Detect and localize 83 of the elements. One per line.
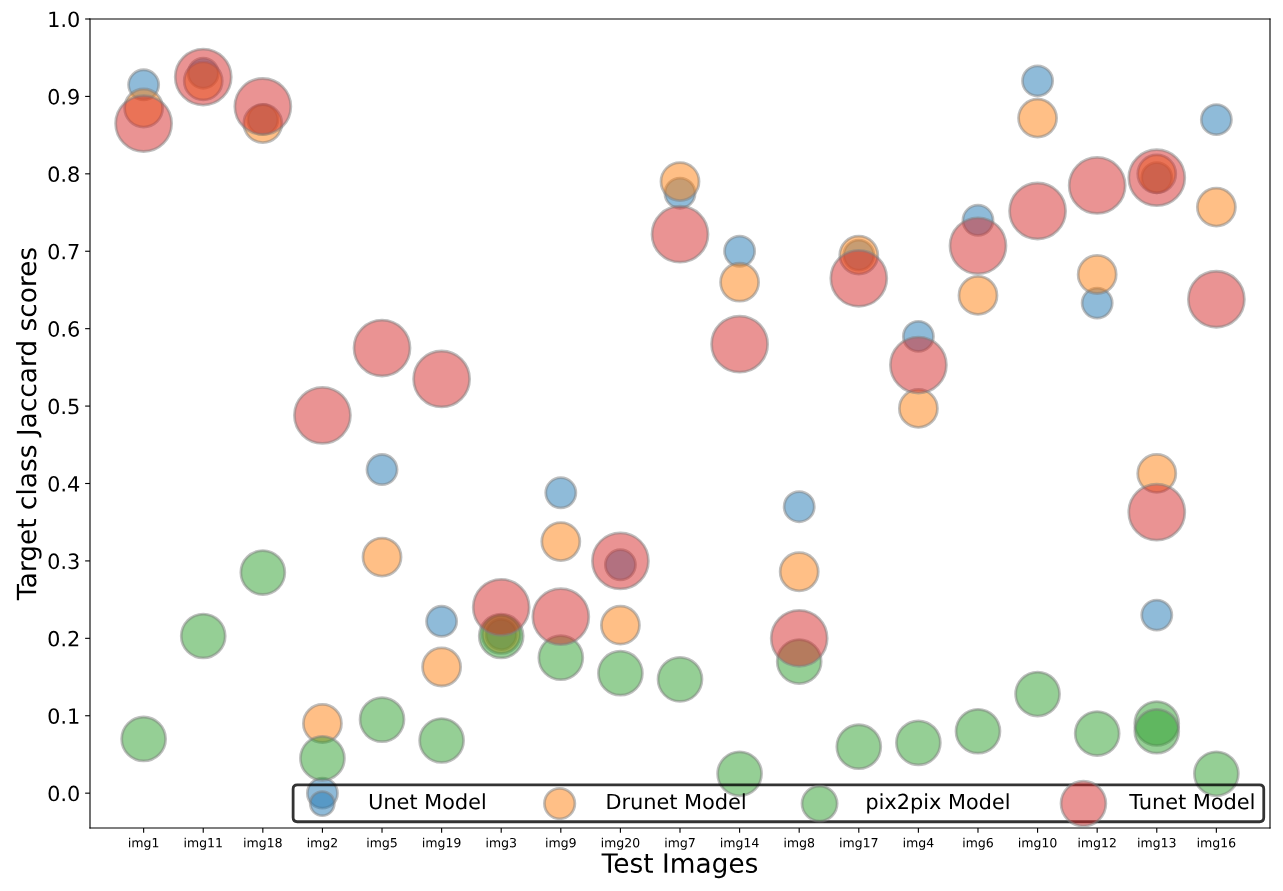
point (299, 734, 346, 782)
point (650, 204, 710, 264)
y-axis-title: Target class Jaccard scores (16, 248, 42, 601)
point (954, 707, 1002, 755)
y-tick-label: 1.0 (49, 11, 79, 28)
point (948, 216, 1008, 276)
point (544, 476, 578, 510)
point (358, 696, 406, 743)
x-tick-label: img3 (486, 837, 516, 850)
point (421, 646, 463, 688)
point (957, 274, 999, 316)
y-tick-label: 0.3 (48, 553, 79, 570)
legend-label: Tunet Model (1129, 793, 1254, 810)
point (710, 314, 769, 374)
x-tick-label: img2 (307, 837, 337, 850)
legend-label: pix2pix Model (867, 793, 1009, 814)
point (239, 549, 287, 596)
x-tick-label: img11 (184, 837, 222, 850)
point (293, 385, 352, 445)
legend-label: Drunet Model (607, 793, 745, 810)
x-tick-label: img5 (367, 837, 397, 850)
point (597, 649, 644, 697)
legend-label: Unet Model (369, 793, 485, 810)
x-axis-title: Test Images (601, 853, 758, 879)
x-tick-label: img8 (784, 837, 815, 850)
point (1076, 254, 1118, 295)
point (889, 335, 948, 395)
y-tick-label: 0.6 (48, 321, 79, 337)
x-tick-label: img20 (601, 837, 640, 850)
x-tick-label: img16 (1197, 837, 1236, 850)
point (778, 551, 820, 593)
point (1140, 598, 1174, 632)
point (1067, 156, 1127, 215)
point (895, 719, 942, 767)
point (1008, 181, 1067, 241)
x-tick-label: img9 (546, 837, 576, 850)
y-tick-label: 0.7 (48, 243, 79, 260)
point (600, 604, 641, 646)
point (425, 604, 459, 638)
point (659, 161, 701, 202)
x-tick-label: img19 (423, 837, 461, 850)
point (179, 612, 227, 660)
point (233, 77, 293, 136)
point (829, 248, 889, 308)
point (719, 261, 760, 303)
x-tick-label: img1 (129, 837, 159, 850)
y-tick-label: 0.8 (48, 166, 79, 183)
point (173, 47, 233, 107)
point (418, 717, 465, 764)
point (361, 536, 403, 578)
y-tick-label: 0.5 (48, 398, 79, 415)
x-tick-label: img17 (840, 837, 878, 850)
point (1073, 710, 1121, 757)
x-tick-label: img6 (963, 837, 993, 850)
x-tick-label: img10 (1019, 837, 1057, 850)
x-tick-label: img12 (1078, 837, 1116, 850)
x-tick-label: img4 (903, 837, 934, 850)
x-tick-label: img13 (1138, 837, 1176, 850)
point (531, 587, 591, 647)
point (1021, 64, 1055, 98)
x-tick-label: img14 (721, 837, 759, 850)
x-tick-label: img18 (244, 837, 282, 850)
y-tick-label: 0.0 (48, 785, 79, 802)
y-tick-label: 0.2 (48, 630, 79, 647)
y-tick-label: 0.4 (48, 475, 80, 492)
point (782, 490, 816, 524)
y-tick-label: 0.9 (48, 88, 79, 105)
point (540, 521, 582, 562)
point (1017, 97, 1058, 139)
point (656, 656, 704, 703)
point (471, 577, 531, 637)
point (835, 723, 883, 771)
y-tick-label: 0.1 (48, 708, 79, 724)
point (352, 318, 412, 378)
point (1014, 670, 1061, 718)
point (769, 608, 829, 668)
point (412, 349, 471, 409)
point (1127, 482, 1187, 542)
point (114, 94, 174, 153)
point (591, 531, 650, 591)
x-tick-label: img7 (665, 837, 695, 850)
point (365, 453, 399, 487)
point (120, 715, 167, 763)
